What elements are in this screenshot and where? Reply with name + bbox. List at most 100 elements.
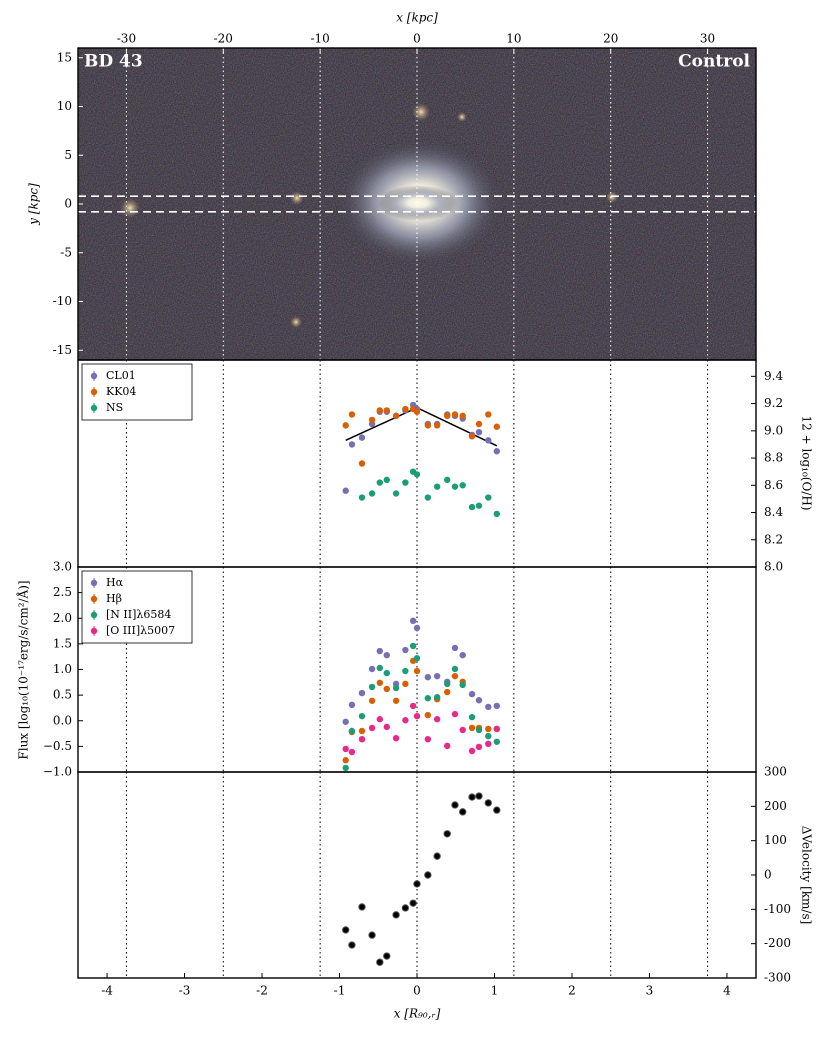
legend-label: Hβ xyxy=(106,592,122,605)
data-point xyxy=(475,792,483,800)
data-point xyxy=(468,690,476,698)
data-point xyxy=(433,483,441,490)
y-axis-title: Flux [log₁₀(10⁻¹⁷erg/s/cm²/Å)] xyxy=(16,580,31,759)
data-point xyxy=(368,683,376,691)
y-tick-label: 0.5 xyxy=(53,688,72,702)
data-point xyxy=(392,734,400,742)
y2-tick-label: 200 xyxy=(764,799,787,813)
data-point xyxy=(475,697,483,704)
data-point xyxy=(358,712,366,720)
data-point xyxy=(484,799,492,807)
data-point xyxy=(459,482,466,489)
data-point xyxy=(392,911,400,919)
data-point xyxy=(392,684,400,692)
data-point xyxy=(376,958,384,966)
data-point xyxy=(493,702,501,710)
y2-tick-label: -100 xyxy=(764,902,791,916)
x-tick-label: -30 xyxy=(117,32,136,46)
data-point xyxy=(383,476,390,484)
data-point xyxy=(485,740,492,748)
data-point xyxy=(468,747,476,755)
data-point xyxy=(485,725,492,733)
data-point xyxy=(459,808,467,816)
y2-tick-label: -200 xyxy=(764,936,791,950)
data-point xyxy=(433,693,441,701)
data-point xyxy=(424,736,432,743)
data-point xyxy=(459,651,466,659)
data-point xyxy=(485,494,492,501)
y2-tick-label: 9.2 xyxy=(764,396,783,410)
y-tick-label: -5 xyxy=(60,245,72,259)
image-label: Control xyxy=(678,52,750,72)
data-point xyxy=(413,712,421,720)
x-tick-label: 2 xyxy=(568,984,576,998)
data-point xyxy=(433,716,441,723)
data-point xyxy=(368,665,376,673)
data-point xyxy=(433,422,441,429)
data-point xyxy=(368,724,376,732)
data-point xyxy=(424,695,432,702)
data-point xyxy=(413,624,421,632)
data-point xyxy=(409,899,417,907)
data-point xyxy=(444,476,451,484)
data-point xyxy=(348,701,356,709)
y2-tick-label: 8.4 xyxy=(764,505,783,519)
data-point xyxy=(342,764,349,772)
x-tick-label: -3 xyxy=(179,984,191,998)
x-tick-label: -20 xyxy=(214,32,233,46)
data-point xyxy=(358,727,366,735)
data-point xyxy=(402,405,409,413)
y2-tick-label: -300 xyxy=(764,971,791,985)
x-tick-label: 4 xyxy=(723,984,731,998)
data-point xyxy=(376,647,384,655)
data-point xyxy=(392,697,400,704)
data-point xyxy=(451,644,459,652)
data-point xyxy=(348,941,356,949)
legend-label: NS xyxy=(106,401,123,414)
data-point xyxy=(475,726,483,734)
data-point xyxy=(485,437,492,444)
y2-tick-label: 0 xyxy=(764,868,772,882)
y-tick-label: 0.0 xyxy=(53,713,72,727)
data-point xyxy=(475,743,483,751)
x-tick-label: -4 xyxy=(101,984,113,998)
legend-label: [O III]λ5007 xyxy=(106,624,175,637)
legend-label: [N II]λ6584 xyxy=(106,608,171,621)
data-point xyxy=(348,727,356,735)
data-point xyxy=(401,904,410,912)
data-point xyxy=(392,412,400,420)
fit-line xyxy=(345,406,498,447)
data-point xyxy=(468,433,476,440)
y2-tick-label: 300 xyxy=(764,765,787,779)
data-point xyxy=(451,710,459,718)
data-point xyxy=(444,680,451,688)
y-tick-label: 1.0 xyxy=(53,662,72,676)
data-point xyxy=(402,717,409,724)
data-point xyxy=(475,502,483,509)
legend-label: CL01 xyxy=(106,369,136,382)
y-tick-label: 2.5 xyxy=(53,585,72,599)
data-point xyxy=(424,494,432,501)
data-point xyxy=(342,926,350,934)
y2-axis-title: 12 + log₁₀(O/H) xyxy=(800,415,814,510)
data-point xyxy=(444,742,451,750)
data-point xyxy=(424,711,432,719)
x-tick-label: 1 xyxy=(491,984,499,998)
data-point xyxy=(342,757,349,764)
data-point xyxy=(402,680,409,688)
data-point xyxy=(413,408,421,415)
data-point xyxy=(383,651,390,659)
data-point xyxy=(409,702,417,710)
y-tick-label: 3.0 xyxy=(53,560,72,574)
data-point xyxy=(459,412,466,420)
data-point xyxy=(475,428,483,436)
data-point xyxy=(451,801,459,809)
data-point xyxy=(358,736,366,743)
data-point xyxy=(424,422,432,429)
data-point xyxy=(392,490,400,497)
data-point xyxy=(358,434,366,441)
data-point xyxy=(493,510,501,518)
y2-axis-title: ΔVelocity [km/s] xyxy=(800,826,814,925)
data-point xyxy=(368,490,376,497)
